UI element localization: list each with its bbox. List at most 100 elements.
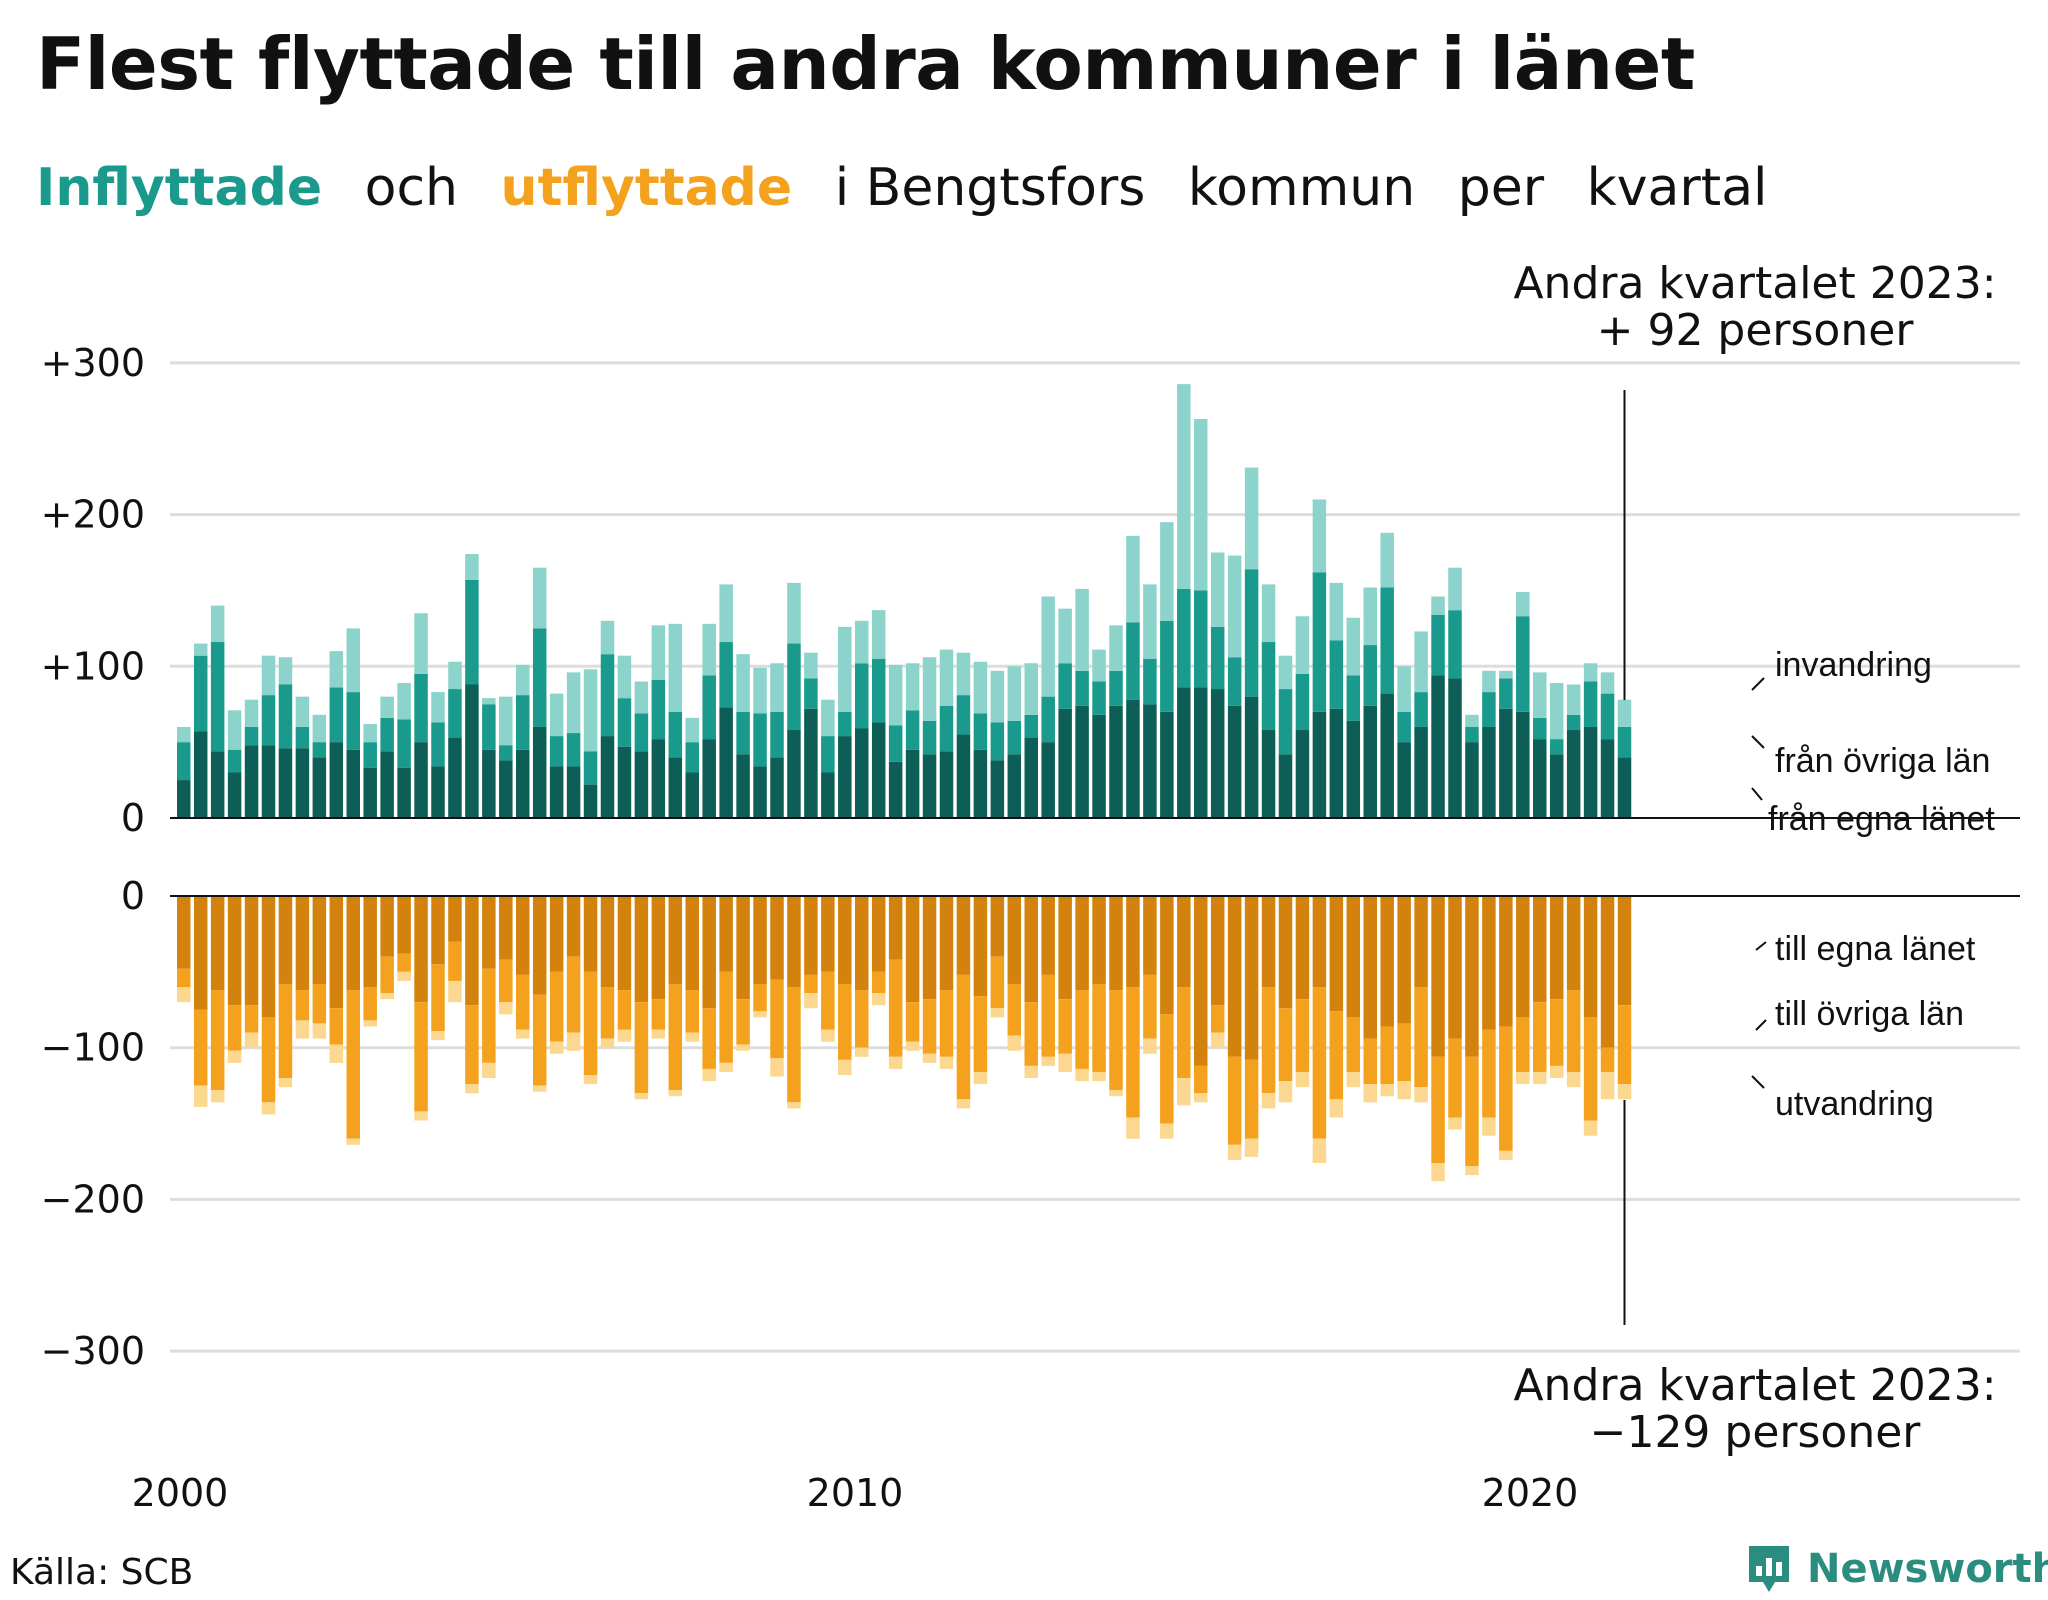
bar-out-egna-lanet xyxy=(278,896,293,984)
bar-out-utvandring xyxy=(736,1044,750,1051)
bar-out-ovriga-lan xyxy=(1448,1038,1462,1118)
bar-out-egna-lanet xyxy=(448,896,462,942)
bar-out-egna-lanet xyxy=(1126,896,1140,988)
bar-in-egna-lanet xyxy=(448,737,462,818)
bar-in-ovriga-lan xyxy=(329,687,344,743)
bar-out-egna-lanet xyxy=(855,896,869,991)
bar-in-ovriga-lan xyxy=(549,736,564,767)
leader-till-ovriga-lan xyxy=(1755,1019,1767,1031)
bar-in-ovriga-lan xyxy=(1126,622,1140,700)
bar-in-egna-lanet xyxy=(1278,754,1293,818)
bar-in-invandring xyxy=(499,696,513,746)
bar-out-egna-lanet xyxy=(838,896,852,984)
bar-in-ovriga-lan xyxy=(1092,681,1106,715)
bar-out-utvandring xyxy=(1024,1065,1038,1079)
bar-in-ovriga-lan xyxy=(1058,663,1072,709)
bar-in-invandring xyxy=(1397,666,1411,712)
bar-out-egna-lanet xyxy=(1194,896,1208,1066)
bar-in-egna-lanet xyxy=(1312,711,1327,818)
bar-out-egna-lanet xyxy=(651,896,666,1000)
bar-out-ovriga-lan xyxy=(736,999,750,1045)
bar-in-ovriga-lan xyxy=(1380,587,1394,694)
bar-in-invandring xyxy=(1143,584,1157,659)
bar-in-ovriga-lan xyxy=(1194,590,1208,688)
bar-out-utvandring xyxy=(1312,1138,1327,1163)
bar-in-invandring xyxy=(549,693,564,737)
bar-out-egna-lanet xyxy=(312,896,327,984)
bar-out-ovriga-lan xyxy=(431,964,445,1032)
bar-out-utvandring xyxy=(380,993,394,1000)
bar-in-egna-lanet xyxy=(821,772,835,818)
bar-out-egna-lanet xyxy=(990,896,1005,957)
bar-in-egna-lanet xyxy=(1566,730,1581,818)
x-tick-label: 2020 xyxy=(1482,1471,1579,1515)
subtitle-rest-1: i Bengtsfors xyxy=(834,158,1146,218)
bar-out-ovriga-lan xyxy=(1329,1011,1344,1100)
bar-out-ovriga-lan xyxy=(1041,974,1055,1057)
bar-in-ovriga-lan xyxy=(1143,658,1157,705)
bar-in-egna-lanet xyxy=(329,742,344,818)
bar-out-utvandring xyxy=(1210,1032,1225,1048)
bar-in-egna-lanet xyxy=(380,751,394,818)
bar-in-invandring xyxy=(1109,625,1123,671)
bar-in-egna-lanet xyxy=(1109,705,1123,818)
bar-out-egna-lanet xyxy=(770,896,784,980)
bar-out-egna-lanet xyxy=(482,896,496,969)
bar-in-invandring xyxy=(465,554,479,580)
bar-in-invandring xyxy=(210,605,225,643)
bar-in-ovriga-lan xyxy=(871,658,886,723)
bar-in-egna-lanet xyxy=(1295,730,1310,818)
bar-out-egna-lanet xyxy=(1549,896,1564,1000)
bar-in-egna-lanet xyxy=(1516,711,1530,818)
bar-in-egna-lanet xyxy=(770,757,784,818)
bar-in-egna-lanet xyxy=(346,749,360,818)
bar-in-egna-lanet xyxy=(1126,699,1140,818)
annotation-top-line-2: + 92 personer xyxy=(1597,305,1915,356)
bar-in-ovriga-lan xyxy=(973,713,988,750)
bar-out-egna-lanet xyxy=(1465,896,1479,1057)
bar-out-utvandring xyxy=(583,1075,598,1085)
bar-out-egna-lanet xyxy=(685,896,699,991)
bar-in-egna-lanet xyxy=(888,761,903,818)
bar-in-ovriga-lan xyxy=(278,684,293,749)
bar-out-egna-lanet xyxy=(380,896,394,957)
bar-in-egna-lanet xyxy=(312,757,327,818)
bar-out-egna-lanet xyxy=(719,896,733,972)
x-tick-label: 2010 xyxy=(807,1471,904,1515)
bar-out-utvandring xyxy=(888,1056,903,1069)
bar-out-egna-lanet xyxy=(1041,896,1055,975)
bar-in-invandring xyxy=(973,661,988,714)
bar-in-ovriga-lan xyxy=(1482,692,1496,727)
bar-in-invandring xyxy=(1346,617,1361,676)
bar-out-utvandring xyxy=(363,1020,377,1027)
bar-in-egna-lanet xyxy=(1075,705,1089,818)
bar-in-ovriga-lan xyxy=(177,742,191,781)
bar-in-invandring xyxy=(278,657,293,685)
bar-out-utvandring xyxy=(871,993,886,1006)
bar-out-ovriga-lan xyxy=(549,971,564,1042)
bar-out-egna-lanet xyxy=(888,896,903,960)
y-tick-label: −300 xyxy=(41,1329,145,1373)
bar-in-egna-lanet xyxy=(651,739,666,818)
bar-in-invandring xyxy=(1126,535,1140,623)
leader-till-egna-lanet xyxy=(1755,941,1767,951)
bar-out-egna-lanet xyxy=(956,896,971,975)
bar-out-utvandring xyxy=(465,1084,479,1094)
bar-in-invandring xyxy=(617,655,632,699)
bar-out-ovriga-lan xyxy=(600,987,615,1039)
bar-out-ovriga-lan xyxy=(871,971,886,994)
bar-in-egna-lanet xyxy=(939,751,954,818)
bar-out-egna-lanet xyxy=(549,896,564,972)
bar-in-egna-lanet xyxy=(566,766,581,818)
bar-out-egna-lanet xyxy=(1448,896,1462,1039)
bar-out-ovriga-lan xyxy=(956,974,971,1100)
bar-out-utvandring xyxy=(346,1138,360,1145)
bar-out-utvandring xyxy=(617,1029,632,1042)
bar-in-ovriga-lan xyxy=(363,742,377,768)
bar-in-egna-lanet xyxy=(1244,696,1259,818)
bar-in-egna-lanet xyxy=(532,726,547,818)
bar-out-ovriga-lan xyxy=(1363,1038,1377,1085)
bar-out-egna-lanet xyxy=(634,896,649,1003)
bar-out-ovriga-lan xyxy=(1092,983,1106,1072)
bar-out-ovriga-lan xyxy=(346,990,360,1139)
